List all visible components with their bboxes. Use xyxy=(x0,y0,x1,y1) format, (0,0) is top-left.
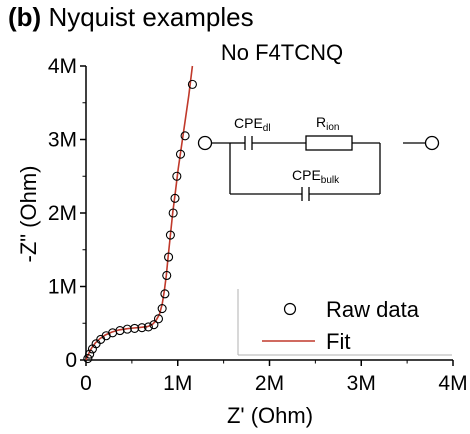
raw-data-point xyxy=(137,323,147,333)
x-tick-label: 3M xyxy=(347,372,376,395)
raw-data-point xyxy=(85,349,95,359)
raw-data-point xyxy=(170,193,180,203)
raw-data-point xyxy=(149,320,159,330)
r-ion-resistor xyxy=(305,135,353,151)
legend-raw-data-label: Raw data xyxy=(326,297,420,322)
r-ion-label-main: R xyxy=(316,114,326,130)
cpe-dl-label-sub: dl xyxy=(263,123,271,134)
y-tick-label: 3M xyxy=(48,129,77,152)
raw-data-point xyxy=(160,289,170,299)
panel-title: Nyquist examples xyxy=(48,2,254,32)
raw-data-point xyxy=(164,252,174,262)
y-tick-label: 2M xyxy=(48,202,77,225)
legend: Raw data Fit xyxy=(237,289,452,356)
x-tick-label: 4M xyxy=(438,372,467,395)
raw-data-point xyxy=(165,230,175,240)
raw-data-point xyxy=(168,208,178,218)
y-tick-label: 4M xyxy=(48,55,77,78)
r-ion-label: Rion xyxy=(316,114,339,133)
raw-data-point xyxy=(175,149,186,159)
y-axis-label: -Z" (Ohm) xyxy=(16,165,41,262)
raw-data-point xyxy=(180,131,190,141)
chart-title: No F4TCNQ xyxy=(221,40,343,65)
raw-data-point xyxy=(83,353,93,364)
raw-data-point xyxy=(143,322,153,332)
panel-label: (b) xyxy=(8,2,42,32)
raw-data-point xyxy=(96,334,106,344)
raw-data-point xyxy=(162,270,172,281)
cpe-bulk-label-main: CPE xyxy=(292,167,321,183)
legend-fit-label: Fit xyxy=(326,329,350,354)
fit-line xyxy=(85,65,194,361)
y-tick-label: 0 xyxy=(65,349,77,372)
panel-heading: (b) Nyquist examples xyxy=(8,2,254,33)
cpe-bulk-label-sub: bulk xyxy=(321,175,340,186)
raw-data-point xyxy=(122,324,132,334)
r-ion-label-sub: ion xyxy=(326,122,339,133)
cpe-dl-label: CPEdl xyxy=(234,115,271,134)
x-tick-label: 0 xyxy=(80,372,92,395)
x-axis-label: Z' (Ohm) xyxy=(227,403,313,428)
raw-data-point xyxy=(187,79,197,89)
circuit-terminal-right xyxy=(424,135,440,151)
raw-data-point xyxy=(130,323,140,333)
raw-data-point xyxy=(157,303,167,314)
raw-data-point xyxy=(172,171,182,181)
raw-data-point xyxy=(153,314,164,324)
x-tick-label: 1M xyxy=(163,372,192,395)
circuit-terminal-left xyxy=(197,135,213,151)
x-tick-label: 2M xyxy=(255,372,284,395)
cpe-dl-label-main: CPE xyxy=(234,115,263,131)
cpe-bulk-label: CPEbulk xyxy=(292,167,340,186)
legend-raw-data-marker xyxy=(283,302,297,316)
y-tick-label: 1M xyxy=(48,276,77,299)
